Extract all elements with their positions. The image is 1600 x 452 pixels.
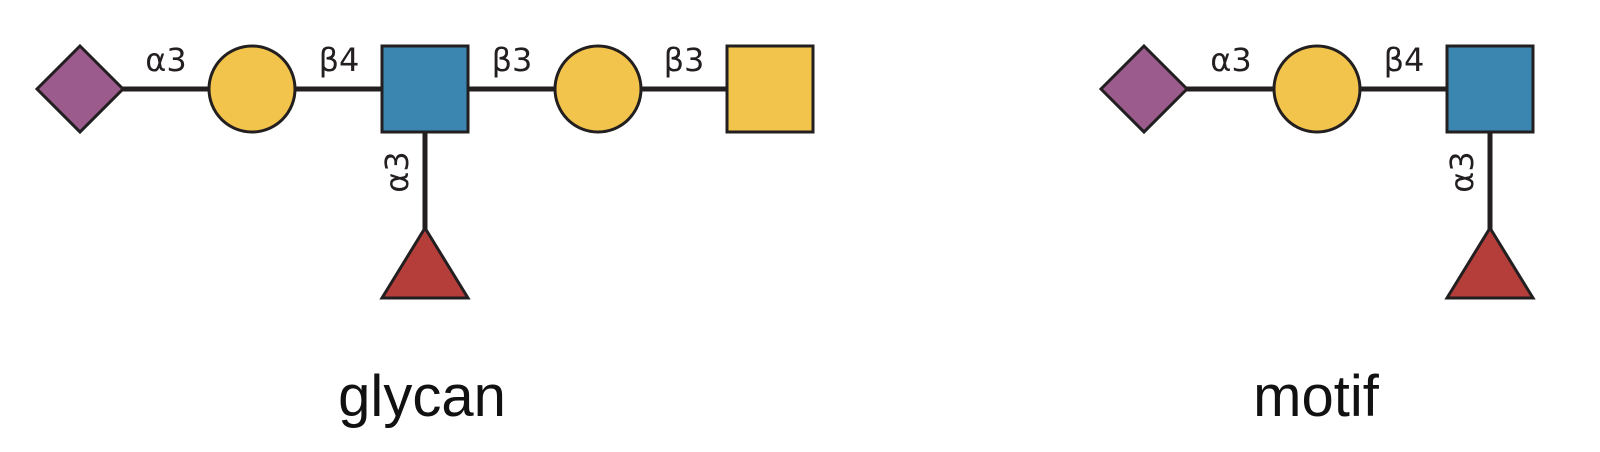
linkage-label: β4	[319, 41, 360, 79]
galactose-circle-2	[553, 44, 643, 134]
galnac-square	[725, 44, 815, 134]
linkage-label: α3	[1443, 151, 1481, 192]
sialic-acid-diamond	[34, 43, 126, 135]
glcnac-square	[1445, 44, 1535, 134]
fucose-triangle	[1444, 225, 1536, 300]
linkage-label: β3	[664, 41, 705, 79]
linkage-label: α3	[378, 151, 416, 192]
linkage-label: α3	[145, 41, 186, 79]
motif-caption: motif	[1253, 364, 1380, 429]
galactose-circle	[207, 44, 297, 134]
linkage-label: β3	[492, 41, 533, 79]
linkage-label: α3	[1210, 41, 1251, 79]
glcnac-square	[380, 44, 470, 134]
galactose-circle	[1272, 44, 1362, 134]
glycan-caption: glycan	[338, 364, 506, 429]
sialic-acid-diamond	[1098, 43, 1190, 135]
fucose-triangle	[379, 225, 471, 300]
linkage-label: β4	[1384, 41, 1425, 79]
glycan-structure: α3 β4 β3 β3 α3 glycan	[34, 41, 815, 429]
motif-structure: α3 β4 α3 motif	[1098, 41, 1536, 429]
